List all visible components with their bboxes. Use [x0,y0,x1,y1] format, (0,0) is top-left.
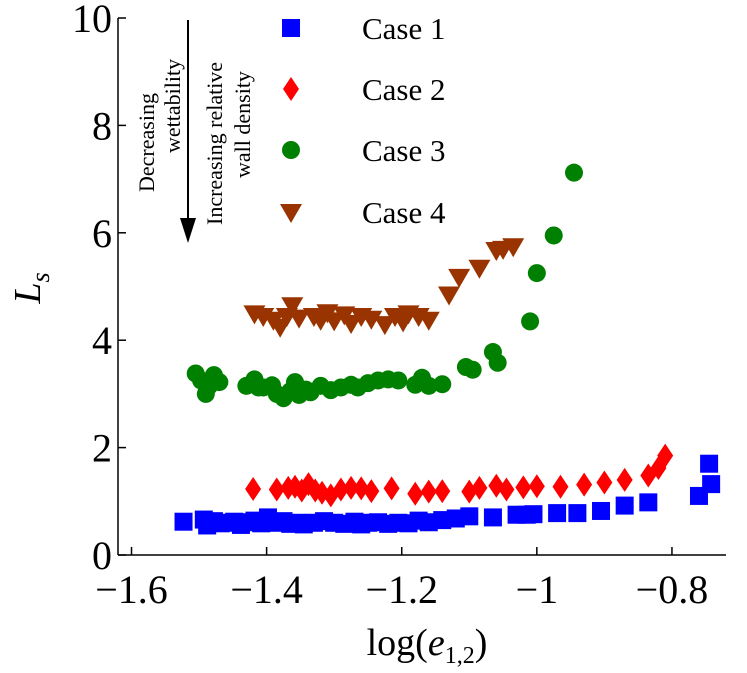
data-point [552,474,569,499]
data-point [343,475,360,500]
data-point [483,508,502,527]
series-case-3 [186,163,583,408]
series-case-4 [243,238,525,338]
data-point [438,286,461,306]
y-tick-label: 2 [92,426,112,471]
data-point [174,512,193,531]
legend-label: Case 1 [362,11,446,46]
legend-item-case-1: Case 1 [282,11,446,46]
legend-marker [282,19,300,37]
data-point [363,479,380,504]
data-point [468,259,491,279]
x-tick-label: −1.6 [95,567,168,612]
y-tick-label: 8 [92,103,112,148]
data-point [340,315,363,335]
annotation-left-line-2: wettability [160,59,185,153]
data-point [210,373,229,392]
data-point [383,476,400,501]
data-point [407,481,424,506]
x-tick-label: −1.2 [365,567,438,612]
legend-marker [280,204,302,223]
data-point [434,479,451,504]
legend-item-case-4: Case 4 [280,195,446,230]
data-point [527,264,546,283]
data-point [268,477,285,502]
data-point [420,479,437,504]
y-axis-title: Ls [7,272,55,304]
legend-item-case-2: Case 2 [283,72,446,107]
data-point [702,475,721,494]
data-point [498,477,515,502]
data-point [568,504,587,523]
data-point [460,507,479,526]
y-tick-label: 10 [72,0,112,41]
data-point [288,309,311,329]
data-point [576,472,593,497]
data-point [281,297,304,317]
data-point [448,268,471,288]
data-points [174,163,721,535]
data-point [639,493,658,512]
data-point [419,376,438,395]
x-tick-label: −1.4 [230,567,303,612]
series-case-2 [245,443,674,508]
data-point [373,316,396,336]
data-point [502,238,525,258]
data-point [596,470,613,495]
data-point [433,511,452,530]
arrow-down-icon [180,218,196,243]
data-point [463,360,482,379]
legend-marker [282,141,300,159]
wettability-annotation: Decreasing wettability Increasing relati… [134,20,255,243]
x-tick-label: −1 [516,567,559,612]
legend: Case 1 Case 2 Case 3 Case 4 [280,11,446,230]
data-point [353,476,370,501]
data-point [446,509,465,528]
legend-label: Case 4 [362,195,446,230]
data-point [565,163,583,182]
legend-label: Case 2 [362,72,446,107]
data-point [616,467,633,492]
y-tick-label: 0 [92,533,112,578]
x-ticks: −1.6 −1.4 −1.2 −1 −0.8 [95,547,708,612]
data-point [471,475,488,500]
legend-item-case-3: Case 3 [282,133,446,168]
data-point [657,443,674,468]
data-point [592,501,611,520]
axes [117,18,726,556]
x-axis-title: log(e1,2) [367,622,488,669]
data-point [332,477,349,502]
data-point [360,310,383,330]
legend-marker [283,77,299,101]
data-point [528,474,545,499]
data-point [615,496,634,515]
data-point [700,454,719,473]
annotation-left-line-1: Decreasing [134,93,159,192]
data-point [524,505,543,524]
data-point [245,476,262,501]
series-case-1 [174,454,721,535]
y-tick-label: 4 [92,318,112,363]
data-point [521,312,540,331]
legend-label: Case 3 [362,133,446,168]
annotation-right-line-1: Increasing relative [202,62,227,225]
data-point [389,371,408,390]
y-ticks: 0 2 4 6 8 10 [72,0,126,578]
data-point [548,504,567,523]
y-tick-label: 6 [92,211,112,256]
data-point [488,353,507,372]
data-point [433,375,452,394]
data-point [417,311,440,331]
data-point [419,513,438,532]
data-point [544,226,563,245]
x-tick-label: −0.8 [636,567,709,612]
annotation-right-line-2: wall density [230,71,255,178]
data-point [515,475,532,500]
